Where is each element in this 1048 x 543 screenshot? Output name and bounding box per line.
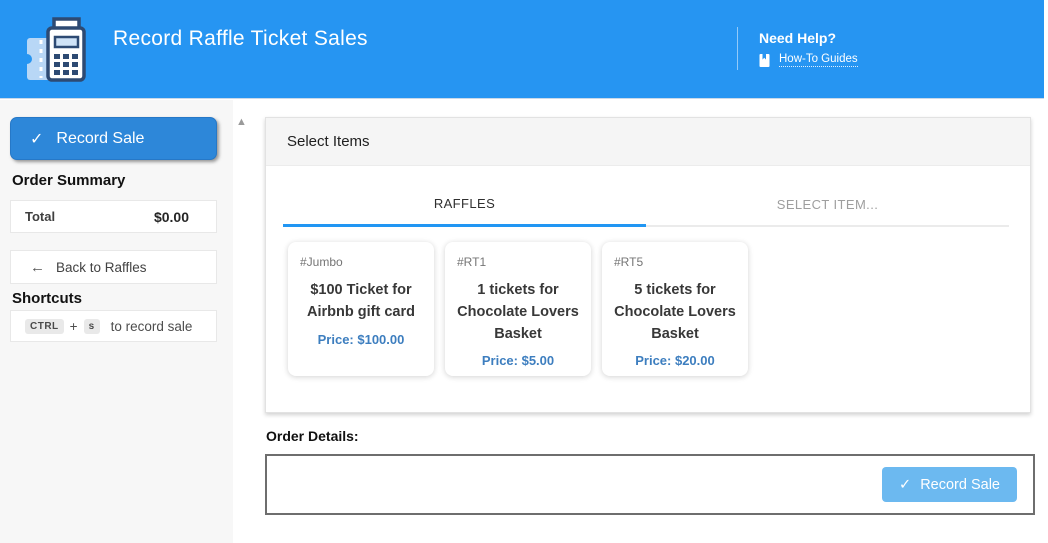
plus-sign: + [69,318,78,334]
total-value: $0.00 [153,208,189,225]
item-price: Price: $5.00 [481,353,555,369]
record-sale-label: Record Sale [56,129,145,147]
shortcut-hint: CTRL + s to record sale [10,310,217,342]
item-card-rt1[interactable]: #RT1 1 tickets for Chocolate Lovers Bask… [445,242,591,376]
select-items-title: Select Items [266,118,1030,166]
ticket-calculator-icon [22,17,86,82]
back-arrow-icon: ← [30,258,45,276]
order-summary-heading: Order Summary [12,172,126,189]
item-price: Price: $20.00 [635,353,715,369]
back-to-raffles-label: Back to Raffles [56,259,147,275]
total-label: Total [25,209,56,224]
tab-raffles[interactable]: RAFFLES [283,196,646,227]
tab-select-item[interactable]: SELECT ITEM... [646,196,1009,227]
app-header: Record Raffle Ticket Sales Need Help? Ho… [0,0,1044,99]
s-key-badge: s [83,318,100,334]
item-card-rt5[interactable]: #RT5 5 tickets for Chocolate Lovers Bask… [602,242,748,376]
item-card-list: #Jumbo $100 Ticket for Airbnb gift card … [288,242,1030,376]
how-to-guides-label: How-To Guides [779,53,858,67]
item-tabs: RAFFLES SELECT ITEM... [283,196,1009,227]
select-items-panel: Select Items RAFFLES SELECT ITEM... #Jum… [265,117,1031,413]
check-icon: ✓ [30,130,44,148]
shortcuts-heading: Shortcuts [12,290,83,307]
need-help-label: Need Help? [759,30,837,46]
record-sale-label: Record Sale [920,476,1000,493]
order-details-label: Order Details: [266,428,359,444]
order-total-row: Total $0.00 [10,200,217,233]
back-to-raffles-link[interactable]: ← Back to Raffles [10,250,217,284]
item-tag: #RT1 [457,255,487,269]
header-divider [737,27,738,70]
ctrl-key-badge: CTRL [25,318,64,334]
page-title: Record Raffle Ticket Sales [113,27,368,50]
item-title: $100 Ticket for Airbnb gift card [307,282,415,320]
item-price: Price: $100.00 [317,331,405,347]
item-title: 1 tickets for Chocolate Lovers Basket [457,282,579,342]
item-tag: #RT5 [614,255,644,269]
sidebar: ✓ Record Sale Order Summary Total $0.00 … [0,100,233,543]
item-tag: #Jumbo [300,255,343,269]
item-card-jumbo[interactable]: #Jumbo $100 Ticket for Airbnb gift card … [288,242,434,376]
how-to-guides-link[interactable]: How-To Guides [759,53,858,67]
shortcut-description: to record sale [110,318,193,334]
order-details-box: ✓ Record Sale [265,454,1035,515]
record-sale-button-footer[interactable]: ✓ Record Sale [882,467,1017,502]
book-icon [759,53,770,67]
record-sale-button-sidebar[interactable]: ✓ Record Sale [10,117,217,160]
check-icon: ✓ [899,476,912,493]
item-title: 5 tickets for Chocolate Lovers Basket [614,282,736,342]
scroll-up-arrow-icon[interactable]: ▲ [236,116,247,128]
